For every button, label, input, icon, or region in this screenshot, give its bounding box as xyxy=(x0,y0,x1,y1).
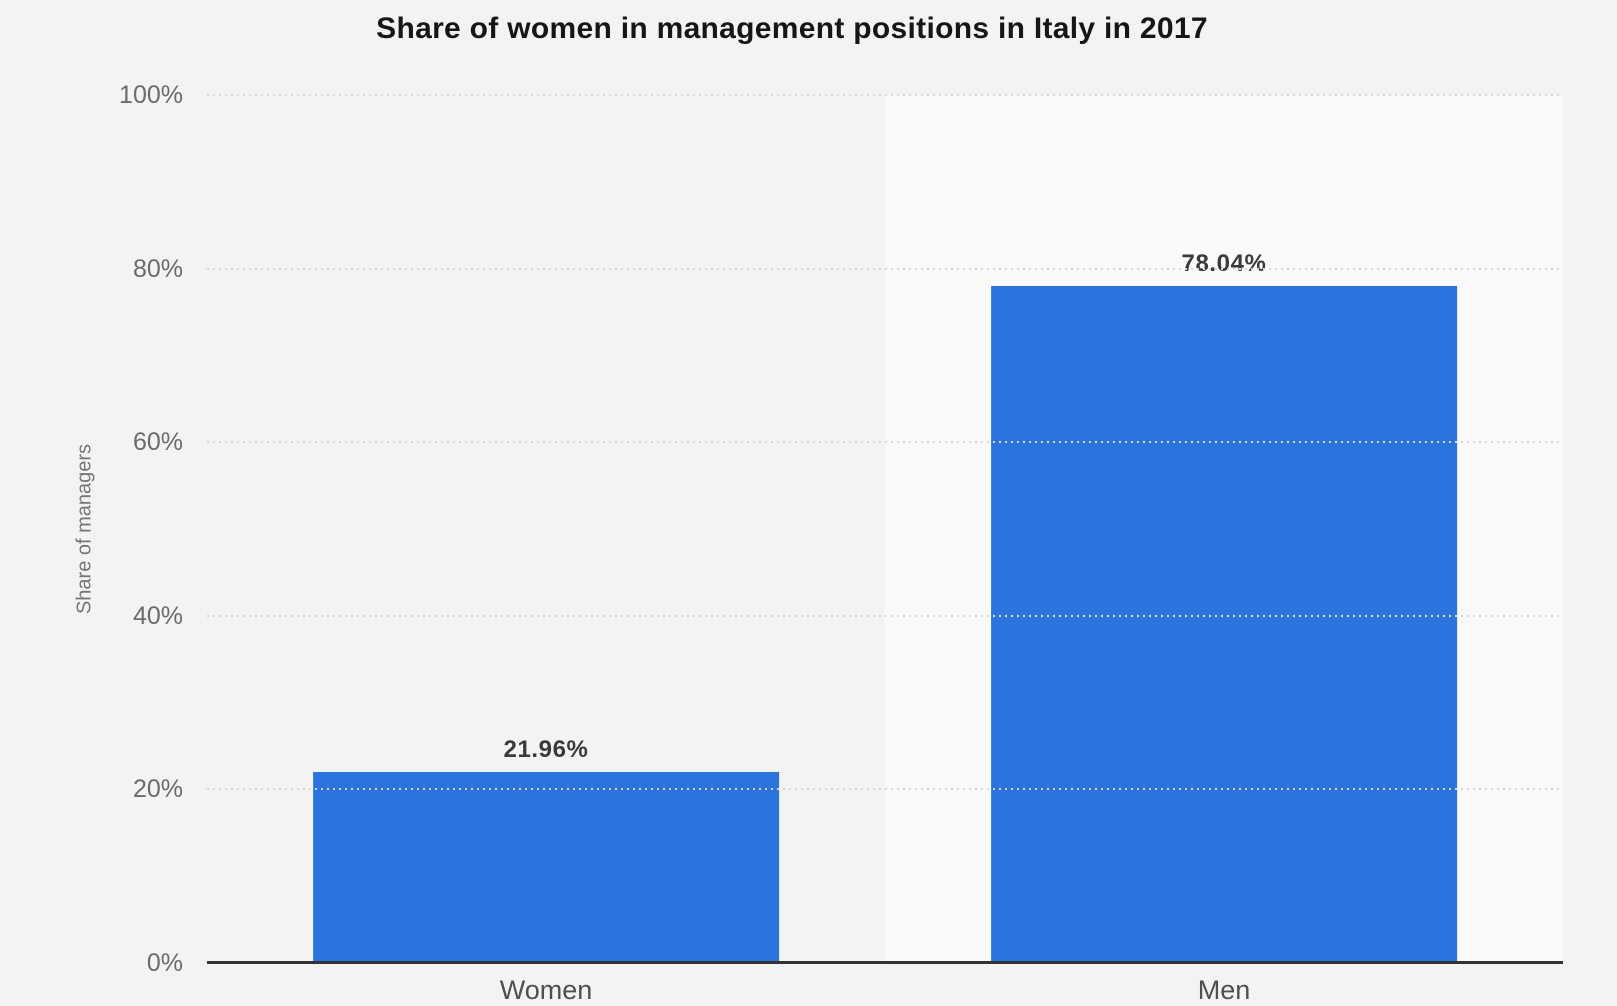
y-tick-label: 100% xyxy=(119,81,183,109)
gridline-100 xyxy=(207,94,1563,96)
data-label-women: 21.96% xyxy=(503,736,589,764)
bar-women[interactable] xyxy=(313,772,779,963)
x-axis-labels: Women Men xyxy=(207,975,1563,1006)
plot-band-women: 21.96% xyxy=(207,95,885,963)
y-tick-label: 20% xyxy=(132,775,183,804)
gridline-80 xyxy=(207,267,1563,270)
y-axis-title: Share of managers xyxy=(73,443,96,615)
y-tick-label: 60% xyxy=(132,428,183,457)
y-tick-label: 0% xyxy=(146,949,183,977)
plot-band-men: 78.04% xyxy=(885,95,1563,963)
plot-area: 21.96% 78.04% xyxy=(207,94,1563,963)
y-tick-label: 80% xyxy=(132,254,183,283)
gridline-40 xyxy=(207,614,1563,617)
data-label-men: 78.04% xyxy=(1181,249,1267,277)
gridline-20 xyxy=(207,788,1563,791)
gridline-60 xyxy=(207,441,1563,444)
bar-men[interactable] xyxy=(991,285,1457,963)
category-label-men: Men xyxy=(1197,975,1251,1005)
chart-title: Share of women in management positions i… xyxy=(376,12,1208,45)
x-axis-line xyxy=(207,961,1563,964)
category-label-women: Women xyxy=(499,975,593,1005)
y-tick-label: 40% xyxy=(132,601,183,630)
